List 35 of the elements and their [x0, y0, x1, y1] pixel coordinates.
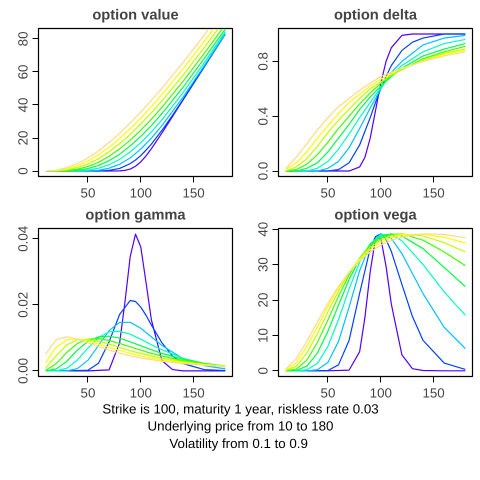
- y-tick-label: 0.0: [256, 162, 270, 180]
- x-tick-label: 100: [370, 186, 392, 200]
- x-tick-label: 50: [80, 186, 96, 200]
- x-tick-label: 100: [130, 386, 152, 400]
- y-tick-label: 0.00: [16, 358, 30, 384]
- chart-title: option delta: [334, 8, 418, 24]
- y-tick-label: 0.04: [16, 225, 30, 252]
- x-tick-label: 50: [320, 186, 336, 200]
- chart-title: option gamma: [85, 208, 186, 224]
- y-tick-label: 10: [256, 328, 270, 343]
- x-tick-label: 50: [80, 386, 96, 400]
- y-tick-label: 40: [16, 98, 30, 112]
- x-tick-label: 150: [182, 186, 205, 200]
- y-tick-label: 80: [16, 31, 30, 46]
- x-tick-label: 100: [130, 186, 152, 200]
- x-tick-label: 100: [370, 386, 392, 400]
- text: Volatility from 0.1 to 0.9: [169, 436, 308, 451]
- x-tick-label: 150: [422, 386, 445, 400]
- y-tick-label: 0.02: [16, 292, 30, 318]
- y-tick-label: 0.4: [256, 106, 270, 126]
- x-tick-label: 150: [182, 386, 205, 400]
- y-tick-label: 20: [16, 130, 30, 146]
- chart-title: option value: [92, 8, 179, 24]
- x-tick-label: 50: [320, 386, 336, 400]
- y-tick-label: 60: [16, 64, 30, 80]
- text: Strike is 100, maturity 1 year, riskless rate 0.03: [102, 402, 379, 417]
- chart-title: option vega: [334, 208, 418, 224]
- y-tick-label: 0: [16, 167, 30, 175]
- y-tick-label: 0: [256, 367, 270, 375]
- y-tick-label: 40: [256, 222, 270, 237]
- y-tick-label: 30: [256, 257, 270, 272]
- text: Underlying price from 10 to 180: [148, 418, 334, 434]
- y-tick-label: 0.8: [256, 52, 270, 71]
- x-tick-label: 150: [422, 186, 445, 200]
- y-tick-label: 20: [256, 292, 270, 308]
